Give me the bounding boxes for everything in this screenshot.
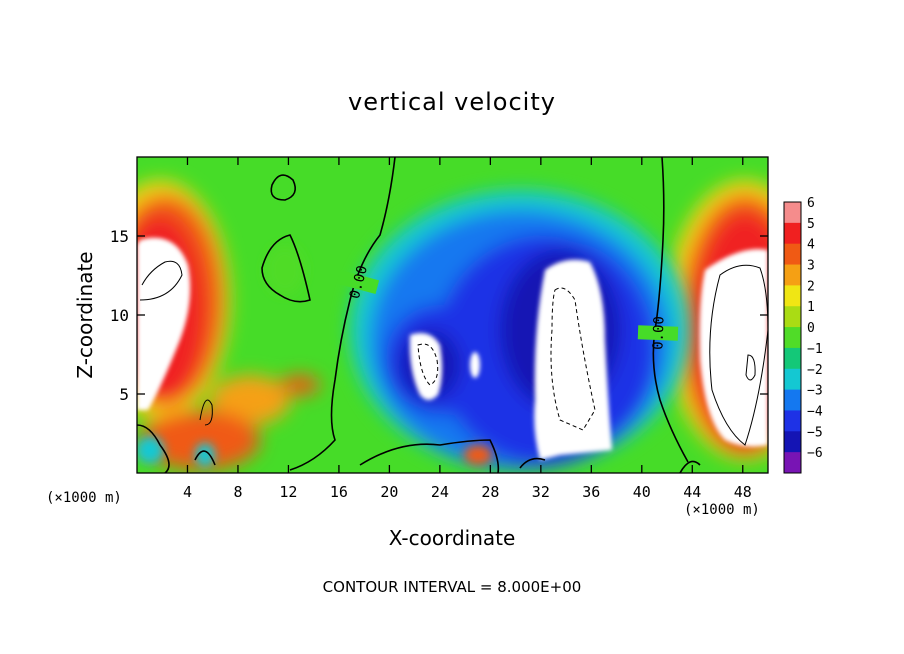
colorbar-label: 3: [807, 259, 815, 274]
heatmap-field: [137, 157, 768, 473]
chart-title: vertical velocity: [348, 88, 556, 116]
colorbar-swatch: [784, 306, 801, 328]
contour-lines-dashed: [417, 287, 596, 431]
contour-lines: [137, 157, 701, 473]
x-tick-label: 36: [582, 483, 600, 501]
contour-label-bg: [637, 325, 679, 341]
x-tick-label: 16: [330, 483, 348, 501]
y-axis-label: Z-coordinate: [73, 251, 97, 379]
colorbar-swatch: [784, 410, 801, 432]
x-tick-label: 48: [734, 483, 752, 501]
x-units-label-right: (×1000 m): [684, 502, 760, 518]
x-tick-label: 24: [431, 483, 449, 501]
colorbar-label: 2: [807, 279, 815, 294]
x-tick-label: 40: [633, 483, 651, 501]
colorbar-frame: [783, 201, 802, 474]
y-tick-label: 5: [119, 385, 129, 404]
x-tick-label: 20: [380, 483, 398, 501]
colorbar-swatch: [784, 347, 801, 370]
x-tick-label: 12: [279, 483, 297, 501]
colorbar-label: −1: [807, 342, 823, 357]
x-axis-ticks: 4 8 12 16 20 24 28 32 36 40 44 48: [183, 157, 752, 501]
x-tick-label: 4: [183, 483, 192, 501]
y-tick-label: 15: [110, 227, 129, 246]
colorbar-label: 1: [807, 300, 815, 315]
colorbar-swatch: [784, 452, 801, 474]
colorbar-swatch: [784, 243, 801, 266]
y-tick-label: 10: [110, 306, 129, 325]
contour-lines-thin: [139, 260, 768, 446]
colorbar-swatch: [784, 264, 801, 286]
colorbar-label: −6: [807, 446, 823, 461]
colorbar-label: 5: [807, 217, 815, 232]
colorbar-swatch: [784, 285, 801, 307]
contour-label-bg: [336, 270, 380, 294]
colorbar-label: −4: [807, 404, 823, 419]
contour-interval-note: CONTOUR INTERVAL = 8.000E+00: [322, 578, 582, 596]
colorbar-swatch: [784, 202, 801, 224]
x-tick-label: 32: [532, 483, 550, 501]
x-tick-label: 8: [233, 483, 242, 501]
colorbar-label: 6: [807, 196, 815, 211]
colorbar-label: −3: [807, 384, 823, 399]
x-tick-label: 28: [481, 483, 499, 501]
colorbar-label: 4: [807, 238, 815, 253]
colorbar-label: −2: [807, 363, 823, 378]
colorbar: 6 5 4 3 2 1 0 −1 −2 −3 −4 −5 −6: [783, 196, 823, 474]
x-units-label-left: (×1000 m): [46, 490, 122, 506]
contour-label: 0.00: [650, 316, 667, 350]
x-tick-label: 44: [683, 483, 701, 501]
colorbar-swatch: [784, 327, 801, 349]
colorbar-swatch: [784, 222, 801, 245]
colorbar-swatch: [784, 389, 801, 411]
colorbar-swatch: [784, 431, 801, 453]
x-axis-label: X-coordinate: [388, 526, 516, 550]
colorbar-label: −5: [807, 425, 823, 440]
y-axis-ticks: 5 10 15: [110, 227, 768, 404]
colorbar-label: 0: [807, 321, 815, 336]
colorbar-swatch: [784, 368, 801, 391]
